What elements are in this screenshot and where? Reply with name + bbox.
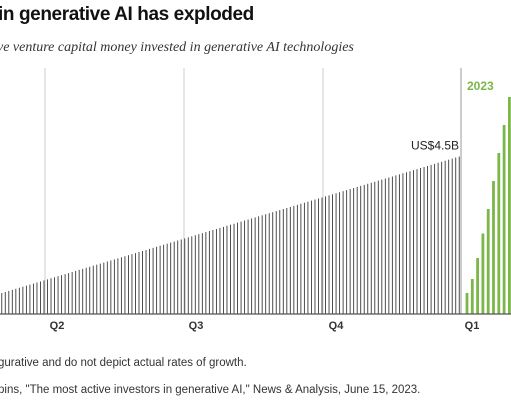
bar-2023 (508, 97, 511, 314)
tick-label-q1: Q1 (465, 320, 480, 332)
disclaimer-note: gurative and do not depict actual rates … (0, 357, 247, 369)
gridlines (44, 68, 462, 314)
bar-2023 (481, 233, 485, 314)
tick-label-q4: Q4 (329, 320, 345, 332)
chart-title: in generative AI has exploded (0, 4, 254, 25)
bar-2023 (470, 279, 474, 314)
bar-chart: Q2 Q3 Q4 Q1 2023 US$4.5B (0, 68, 511, 332)
source-note: pins, "The most active investors in gene… (0, 384, 421, 396)
bars (1, 97, 511, 314)
tick-label-q3: Q3 (189, 320, 204, 332)
bar-2023 (476, 258, 479, 314)
chart-subtitle: ve venture capital money invested in gen… (0, 40, 354, 55)
tick-label-q2: Q2 (50, 320, 65, 332)
year-label-2023: 2023 (467, 79, 494, 93)
value-annotation: US$4.5B (411, 139, 459, 153)
bar-2023 (502, 125, 506, 314)
bar-2023 (465, 293, 469, 314)
x-axis-tick-labels: Q2 Q3 Q4 Q1 (50, 320, 480, 332)
bar-2023 (492, 181, 495, 314)
bar-2023 (486, 209, 490, 314)
bar-2023 (497, 153, 501, 314)
